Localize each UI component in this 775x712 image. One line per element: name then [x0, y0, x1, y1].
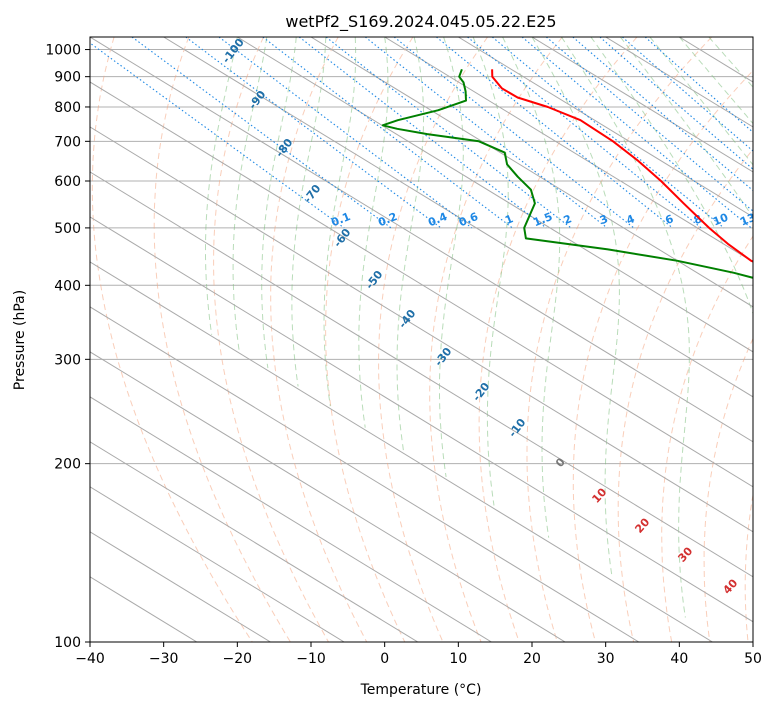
- x-tick-label: −20: [223, 651, 253, 667]
- y-tick-label: 600: [54, 174, 81, 190]
- x-tick-label: 30: [597, 651, 615, 667]
- x-tick-label: −40: [75, 651, 105, 667]
- x-tick-label: −10: [296, 651, 326, 667]
- x-axis-label: Temperature (°C): [360, 682, 482, 698]
- y-tick-label: 400: [54, 278, 81, 294]
- y-tick-label: 1000: [45, 43, 81, 59]
- x-tick-label: 20: [523, 651, 541, 667]
- y-tick-label: 900: [54, 70, 81, 86]
- y-tick-label: 100: [54, 635, 81, 651]
- x-tick-label: 50: [744, 651, 762, 667]
- y-tick-label: 200: [54, 457, 81, 473]
- y-tick-label: 700: [54, 134, 81, 150]
- x-tick-label: 40: [670, 651, 688, 667]
- x-tick-label: 10: [449, 651, 467, 667]
- y-axis-label: Pressure (hPa): [12, 290, 28, 390]
- y-tick-label: 500: [54, 221, 81, 237]
- y-tick-label: 300: [54, 352, 81, 368]
- y-tick-label: 800: [54, 100, 81, 116]
- x-tick-label: −30: [149, 651, 179, 667]
- chart-title: wetPf2_S169.2024.045.05.22.E25: [285, 12, 556, 32]
- x-tick-label: 0: [380, 651, 389, 667]
